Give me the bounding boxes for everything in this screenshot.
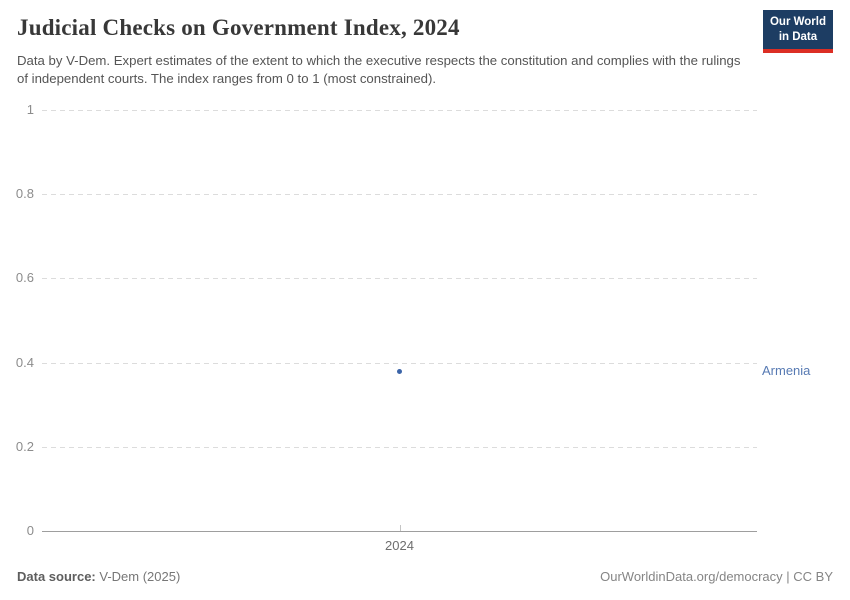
owid-logo[interactable]: Our World in Data [762, 10, 833, 54]
owid-logo-line2: in Data [778, 30, 818, 43]
data-point-armenia[interactable] [397, 368, 402, 374]
x-axis-line [42, 531, 757, 532]
plot-area [42, 110, 757, 532]
y-axis-tick-label: 0.6 [15, 270, 34, 286]
data-source-note: Data source: V-Dem (2025) [17, 569, 180, 584]
owid-attribution-link[interactable]: OurWorldinData.org/democracy | CC BY [600, 569, 833, 584]
data-source-label: Data source: [17, 569, 96, 584]
y-axis-tick-label: 0 [26, 523, 34, 538]
y-axis-tick-label: 0.2 [15, 438, 34, 454]
chart-subtitle: Data by V-Dem. Expert estimates of the e… [17, 53, 741, 87]
entity-label-armenia[interactable]: Armenia [762, 363, 811, 379]
y-axis-tick-label: 0.4 [15, 354, 34, 370]
gridline [42, 362, 757, 364]
gridline [42, 278, 757, 280]
gridline [42, 110, 757, 111]
x-axis-tick-label: 2024 [385, 538, 414, 553]
gridline [42, 194, 757, 196]
page-title: Judicial Checks on Government Index, 202… [17, 15, 460, 40]
x-axis-tick-mark [399, 525, 401, 531]
y-axis-tick-label: 1 [26, 102, 34, 117]
owid-logo-line1: Our World [769, 16, 826, 28]
chart-footer: Data source: V-Dem (2025) OurWorldinData… [17, 569, 833, 584]
gridline [42, 446, 757, 448]
y-axis-tick-label: 0.8 [15, 186, 34, 202]
data-source-value: V-Dem (2025) [95, 569, 181, 584]
